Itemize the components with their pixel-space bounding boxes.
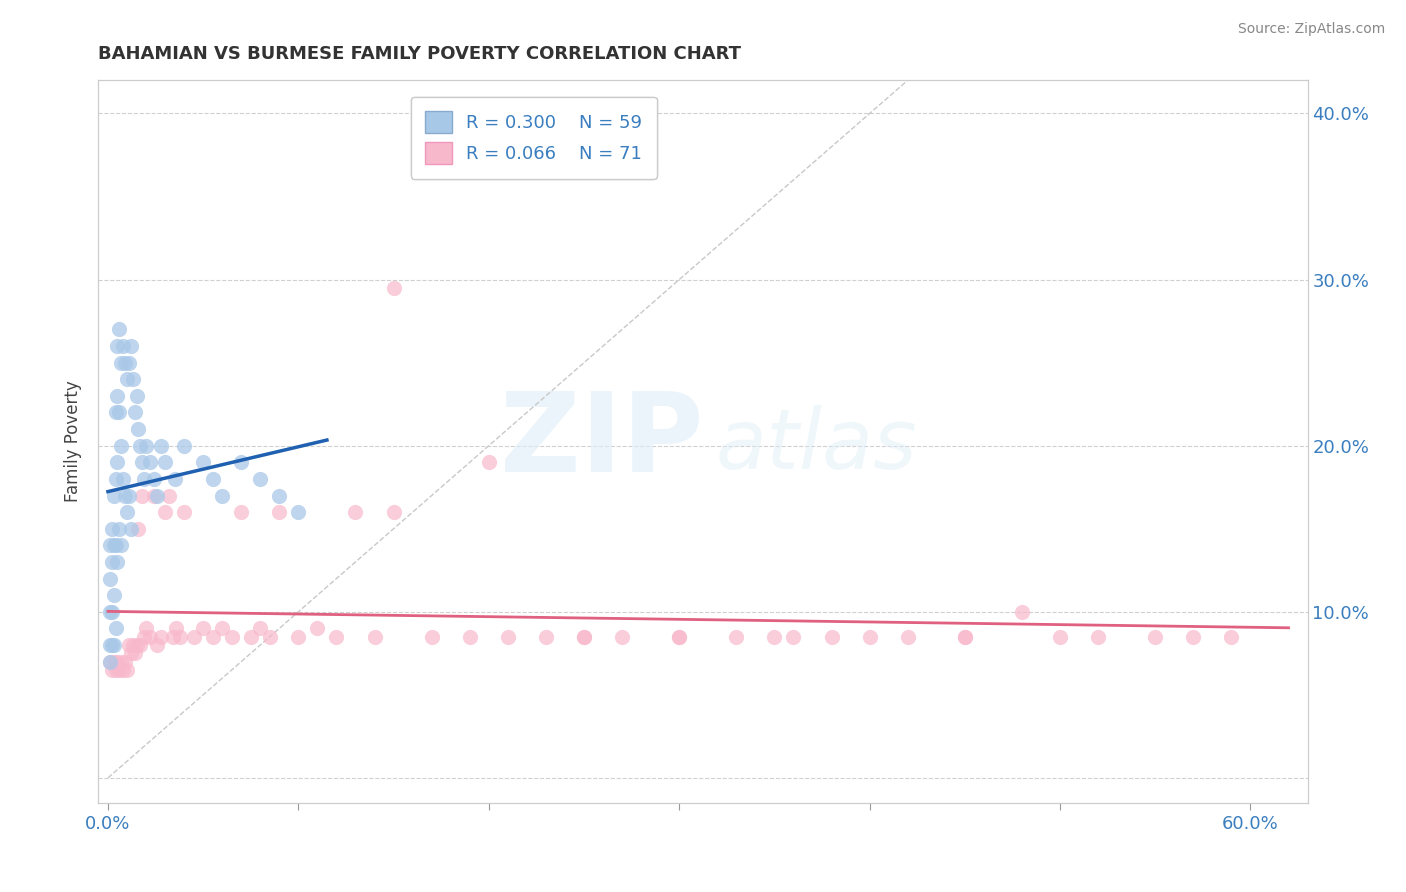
Point xyxy=(201,472,224,486)
Point xyxy=(153,505,176,519)
Point xyxy=(239,630,262,644)
Point xyxy=(100,555,122,569)
Point xyxy=(108,405,131,419)
Point xyxy=(173,505,195,519)
Text: atlas: atlas xyxy=(716,405,917,485)
Point xyxy=(100,638,122,652)
Text: Source: ZipAtlas.com: Source: ZipAtlas.com xyxy=(1237,22,1385,37)
Point xyxy=(131,489,153,503)
Point xyxy=(98,638,121,652)
Point xyxy=(146,638,169,652)
Point xyxy=(363,630,385,644)
Point xyxy=(458,630,481,644)
Point xyxy=(146,489,169,503)
Point xyxy=(125,638,148,652)
Point xyxy=(98,655,121,669)
Point xyxy=(110,655,132,669)
Point xyxy=(183,630,205,644)
Legend: R = 0.300    N = 59, R = 0.066    N = 71: R = 0.300 N = 59, R = 0.066 N = 71 xyxy=(411,96,657,178)
Point xyxy=(103,655,125,669)
Point xyxy=(139,455,162,469)
Point xyxy=(572,630,595,644)
Point xyxy=(259,630,281,644)
Point xyxy=(98,605,121,619)
Point xyxy=(108,663,131,677)
Point xyxy=(269,505,291,519)
Point xyxy=(129,439,152,453)
Point xyxy=(169,630,191,644)
Point xyxy=(668,630,690,644)
Point xyxy=(112,663,135,677)
Point xyxy=(382,505,405,519)
Point xyxy=(121,372,143,386)
Point xyxy=(150,630,173,644)
Point xyxy=(107,389,129,403)
Point xyxy=(211,489,233,503)
Point xyxy=(107,339,129,353)
Point xyxy=(114,489,136,503)
Point xyxy=(897,630,920,644)
Point xyxy=(478,455,501,469)
Point xyxy=(162,630,184,644)
Point xyxy=(420,630,443,644)
Point xyxy=(107,655,129,669)
Point xyxy=(125,389,148,403)
Point xyxy=(112,472,135,486)
Point xyxy=(100,663,122,677)
Point xyxy=(100,522,122,536)
Point xyxy=(120,339,142,353)
Point xyxy=(221,630,243,644)
Text: ZIP: ZIP xyxy=(499,388,703,495)
Point xyxy=(287,630,309,644)
Point xyxy=(129,638,152,652)
Point xyxy=(120,646,142,660)
Point xyxy=(112,339,135,353)
Point xyxy=(953,630,976,644)
Point xyxy=(150,439,173,453)
Point xyxy=(763,630,786,644)
Point xyxy=(103,588,125,602)
Point xyxy=(307,621,329,635)
Point xyxy=(120,522,142,536)
Point xyxy=(668,630,690,644)
Point xyxy=(269,489,291,503)
Point xyxy=(131,455,153,469)
Point xyxy=(135,439,157,453)
Point xyxy=(191,621,214,635)
Point xyxy=(104,663,127,677)
Point xyxy=(1220,630,1243,644)
Point xyxy=(104,405,127,419)
Point xyxy=(1182,630,1205,644)
Point xyxy=(782,630,804,644)
Point xyxy=(534,630,557,644)
Point xyxy=(191,455,214,469)
Point xyxy=(572,630,595,644)
Point xyxy=(163,472,186,486)
Point xyxy=(231,455,253,469)
Point xyxy=(166,621,188,635)
Point xyxy=(249,621,271,635)
Point xyxy=(201,630,224,644)
Point xyxy=(118,356,141,370)
Point xyxy=(115,505,138,519)
Point xyxy=(103,638,125,652)
Point xyxy=(211,621,233,635)
Point xyxy=(108,522,131,536)
Point xyxy=(121,638,143,652)
Point xyxy=(103,538,125,552)
Point xyxy=(134,472,156,486)
Point xyxy=(725,630,748,644)
Point xyxy=(100,605,122,619)
Point xyxy=(115,372,138,386)
Point xyxy=(382,281,405,295)
Point xyxy=(157,489,180,503)
Point xyxy=(953,630,976,644)
Point xyxy=(820,630,842,644)
Point xyxy=(127,522,149,536)
Point xyxy=(110,356,132,370)
Point xyxy=(325,630,347,644)
Point xyxy=(231,505,253,519)
Point xyxy=(104,538,127,552)
Point xyxy=(114,655,136,669)
